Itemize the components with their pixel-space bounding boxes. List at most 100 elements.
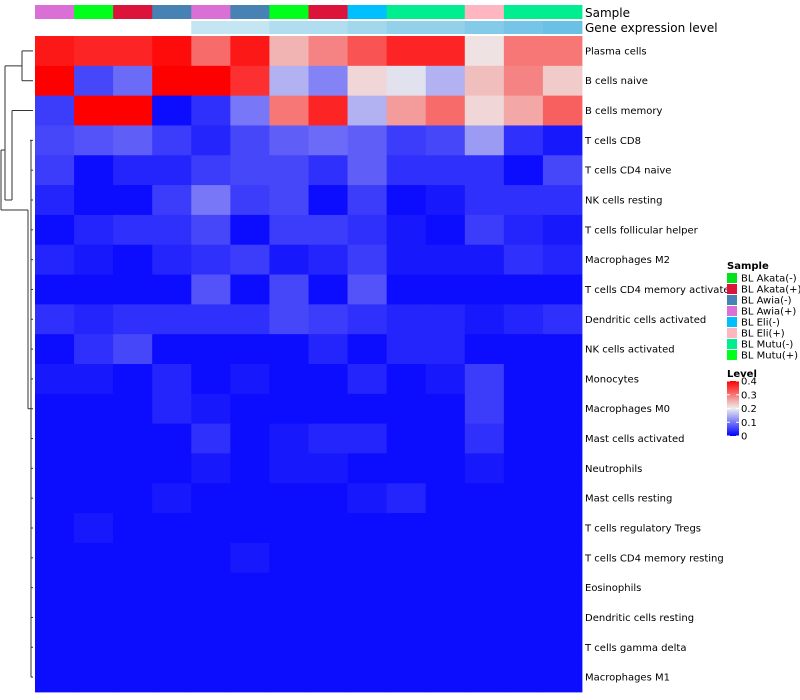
heatmap-cell (74, 274, 114, 305)
heatmap-cell (347, 513, 388, 544)
heatmap-cell (464, 244, 505, 275)
heatmap-cell (503, 304, 544, 335)
row-label: Mast cells activated (585, 434, 684, 445)
heatmap-cell (386, 36, 427, 67)
sample-legend-swatch (727, 339, 737, 349)
sample-annotation-cell (191, 5, 231, 19)
heatmap-cell (542, 423, 583, 454)
heatmap-cell (503, 65, 544, 97)
heatmap-cell (113, 304, 153, 335)
heatmap-cell (425, 483, 466, 514)
heatmap-cell (152, 453, 192, 484)
expression-annotation-cell (347, 21, 388, 34)
heatmap-cell (35, 244, 75, 275)
row-label: Eosinophils (585, 583, 641, 594)
heatmap-cell (74, 125, 114, 156)
expression-annotation-cell (113, 21, 153, 34)
heatmap-cell (269, 125, 309, 156)
heatmap-cell (113, 364, 153, 395)
heatmap-cell (308, 36, 348, 67)
heatmap-cell (542, 662, 583, 693)
heatmap-cell (191, 364, 231, 395)
heatmap-cell (386, 364, 427, 395)
heatmap-cell (386, 483, 427, 514)
heatmap-cell (542, 185, 583, 216)
sample-legend-label: BL Mutu(-) (741, 340, 793, 351)
heatmap-cell (347, 632, 388, 663)
heatmap-cell (191, 602, 231, 633)
sample-legend-label: BL Eli(+) (741, 329, 785, 340)
heatmap-cell (347, 423, 388, 454)
heatmap-cell (113, 334, 153, 365)
heatmap-cell (113, 244, 153, 275)
heatmap-cell (542, 36, 583, 67)
heatmap-cell (347, 453, 388, 484)
heatmap-cell (191, 334, 231, 365)
heatmap-cell (113, 662, 153, 693)
heatmap-cell (386, 662, 427, 693)
heatmap-cell (74, 453, 114, 484)
column-annotation-bars (35, 5, 583, 34)
heatmap-cell (230, 364, 270, 395)
heatmap-cell (191, 632, 231, 663)
heatmap-cell (113, 36, 153, 67)
heatmap-cell (191, 155, 231, 186)
heatmap-cell (35, 572, 75, 603)
heatmap-cell (542, 542, 583, 574)
heatmap-cell (347, 274, 388, 305)
heatmap-cell (269, 274, 309, 305)
heatmap-cell (464, 334, 505, 365)
heatmap-cell (308, 364, 348, 395)
heatmap-cell (269, 155, 309, 186)
heatmap-cell (269, 602, 309, 633)
heatmap-cell (269, 393, 309, 425)
heatmap-cell (503, 393, 544, 425)
heatmap-cell (113, 393, 153, 425)
heatmap-cell (464, 304, 505, 335)
heatmap-cell (35, 304, 75, 335)
heatmap-cell (503, 602, 544, 633)
row-labels: Plasma cells B cells naive B cells memory T… (584, 46, 736, 683)
sample-legend-swatch (727, 350, 737, 360)
heatmap-cell (152, 304, 192, 335)
heatmap-cell (191, 125, 231, 156)
heatmap-cell (386, 453, 427, 484)
heatmap-cell (503, 632, 544, 663)
heatmap-cell (542, 65, 583, 97)
heatmap-cell (74, 423, 114, 454)
expression-annotation-cell (152, 21, 192, 34)
heatmap-cell (74, 65, 114, 97)
heatmap-cell (230, 304, 270, 335)
heatmap-cell (191, 513, 231, 544)
heatmap-cell (191, 36, 231, 67)
heatmap-cell (347, 364, 388, 395)
heatmap-cell (152, 244, 192, 275)
heatmap-cell (269, 632, 309, 663)
heatmap-cell (230, 155, 270, 186)
heatmap-cell (152, 364, 192, 395)
expression-annotation-cell (74, 21, 114, 34)
heatmap-cell (152, 125, 192, 156)
heatmap-cell (191, 65, 231, 97)
heatmap-cell (35, 602, 75, 633)
heatmap-cell (542, 95, 583, 126)
expression-annotation-cell (386, 21, 427, 34)
heatmap-cell (464, 155, 505, 186)
heatmap-cell (503, 95, 544, 126)
row-label: Neutrophils (585, 464, 642, 475)
heatmap-cell (74, 602, 114, 633)
heatmap-cell (464, 364, 505, 395)
heatmap-cell (542, 334, 583, 365)
heatmap-cell (113, 155, 153, 186)
heatmap-cell (152, 214, 192, 246)
heatmap-cell (152, 185, 192, 216)
heatmap-cell (308, 95, 348, 126)
heatmap-cell (269, 185, 309, 216)
heatmap-cell (503, 542, 544, 574)
sample-legend: Sample BL Akata(-)BL Akata(+)BL Awia(-)B… (727, 261, 800, 362)
expression-annotation-cell (464, 21, 505, 34)
heatmap-cell (269, 334, 309, 365)
heatmap-cell (35, 542, 75, 574)
heatmap-cell (542, 304, 583, 335)
heatmap-cell (503, 36, 544, 67)
